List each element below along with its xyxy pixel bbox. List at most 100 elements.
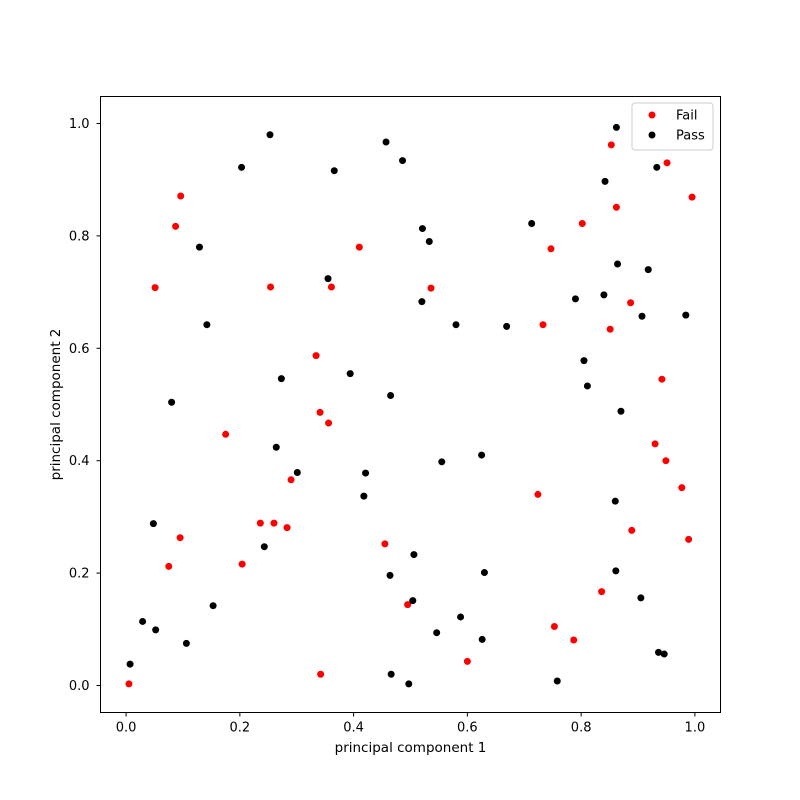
pass-point <box>152 626 160 634</box>
fail-point <box>534 490 542 498</box>
pass-point <box>272 443 280 451</box>
pass-point <box>405 680 413 688</box>
pass-point <box>409 597 417 605</box>
pass-point <box>149 520 157 528</box>
legend-marker-fail <box>648 111 656 119</box>
pass-point <box>382 138 390 146</box>
x-tick-label: 1.0 <box>685 721 706 736</box>
y-tick-label: 0.6 <box>69 342 90 357</box>
fail-point <box>267 283 275 291</box>
pass-point <box>612 567 620 575</box>
fail-point <box>404 601 412 609</box>
data-points <box>125 123 696 688</box>
fail-point <box>287 476 295 484</box>
fail-point <box>662 457 670 465</box>
pass-point <box>418 298 426 306</box>
fail-point <box>172 222 180 230</box>
fail-point <box>578 220 586 228</box>
pass-point <box>386 571 394 579</box>
pass-point <box>612 123 620 131</box>
pass-point <box>617 407 625 415</box>
fail-point <box>539 321 547 329</box>
x-tick-label: 0.6 <box>457 721 478 736</box>
x-tick-label: 0.2 <box>230 721 251 736</box>
x-tick-label: 0.8 <box>571 721 592 736</box>
pass-point <box>418 225 426 233</box>
pass-point <box>182 639 190 647</box>
pass-point <box>637 594 645 602</box>
pass-point <box>480 569 488 577</box>
legend-label-fail: Fail <box>676 109 697 124</box>
fail-point <box>598 588 606 596</box>
plot-frame <box>100 96 721 713</box>
fail-point <box>685 535 693 543</box>
fail-point <box>327 283 335 291</box>
pass-point <box>583 382 591 390</box>
legend-label-pass: Pass <box>676 129 705 144</box>
pass-point <box>614 260 622 268</box>
pass-point <box>410 551 418 559</box>
fail-point <box>663 159 671 167</box>
fail-point <box>381 540 389 548</box>
fail-point <box>612 203 620 211</box>
x-axis-label: principal component 1 <box>335 740 487 756</box>
fail-point <box>688 193 696 201</box>
pass-point <box>600 291 608 299</box>
fail-point <box>658 375 666 383</box>
pass-point <box>293 469 301 477</box>
pass-point <box>387 670 395 678</box>
pass-point <box>653 163 661 171</box>
fail-point <box>316 408 324 416</box>
pass-point <box>601 177 609 185</box>
pass-point <box>362 469 370 477</box>
pass-point <box>644 266 652 274</box>
pass-point <box>580 357 588 365</box>
fail-point <box>678 484 686 492</box>
pass-point <box>503 322 511 330</box>
pass-point <box>433 629 441 637</box>
pass-point <box>330 167 338 175</box>
axis-ticks: 0.0 0.2 0.4 0.6 0.8 1.0 0.0 0.2 0.4 0.6 0.8 1.0 <box>69 117 705 736</box>
fail-point <box>256 519 264 527</box>
fail-point <box>463 657 471 665</box>
y-tick-label: 0.2 <box>69 567 90 582</box>
fail-point <box>177 192 185 200</box>
pass-point <box>209 602 217 610</box>
y-tick-label: 0.4 <box>69 454 90 469</box>
fail-point <box>312 352 320 360</box>
pass-point <box>168 398 176 406</box>
y-axis-label: principal component 2 <box>48 329 64 481</box>
pass-point <box>195 243 203 251</box>
y-tick-label: 1.0 <box>69 117 90 132</box>
pass-point <box>571 295 579 303</box>
pass-point <box>139 617 147 625</box>
pass-point <box>660 650 668 658</box>
pass-point <box>528 220 536 228</box>
legend: Fail Pass <box>631 102 714 151</box>
y-tick-label: 0.8 <box>69 229 90 244</box>
pass-point <box>277 375 285 383</box>
fail-point <box>270 519 278 527</box>
fail-point <box>427 284 435 292</box>
fail-point <box>547 245 555 253</box>
pass-point <box>478 451 486 459</box>
pass-point <box>553 677 561 685</box>
fail-point <box>125 680 133 688</box>
pass-point <box>360 492 368 500</box>
fail-point <box>165 562 173 570</box>
fail-point <box>176 534 184 542</box>
fail-point <box>651 440 659 448</box>
pass-point <box>655 648 662 656</box>
pass-point <box>126 660 134 668</box>
fail-point <box>151 284 159 292</box>
pass-point <box>399 157 407 165</box>
x-tick-label: 0.4 <box>343 721 364 736</box>
pass-point <box>266 131 274 139</box>
pass-point <box>478 635 486 643</box>
pass-point <box>682 311 690 319</box>
pass-point <box>611 497 619 505</box>
fail-point <box>550 623 558 631</box>
fail-point <box>222 430 230 438</box>
pass-point <box>387 392 395 400</box>
